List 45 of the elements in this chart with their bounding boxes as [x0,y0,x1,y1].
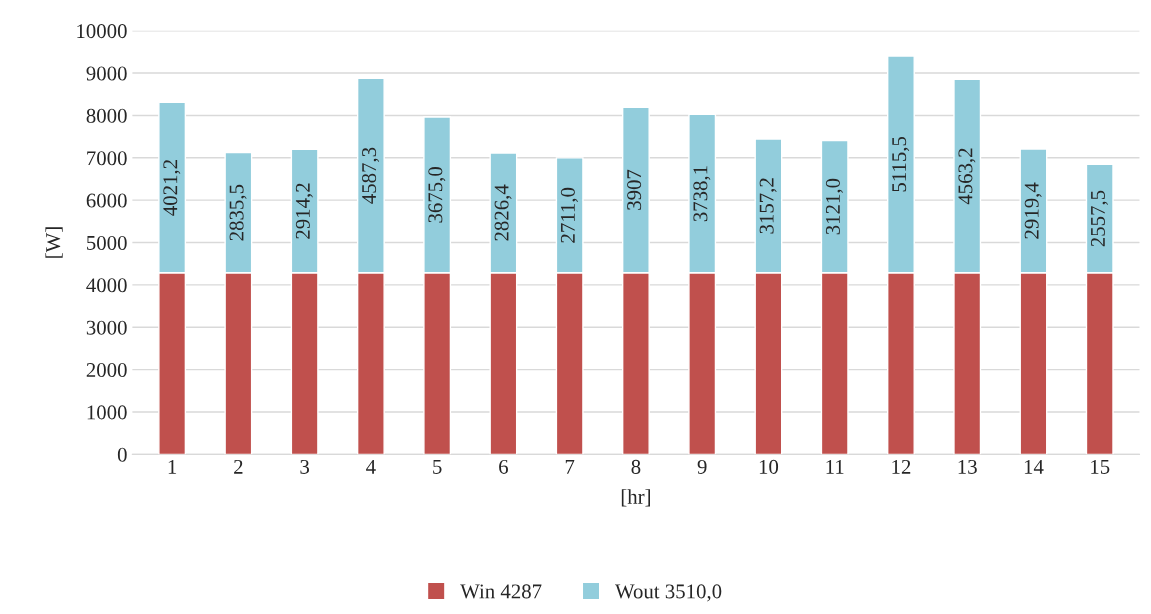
data-label: 3738,1 [693,166,711,222]
data-label: 3907 [627,169,642,210]
y-tick-label: 7000 [87,151,127,166]
legend-label: Win 4287 [460,584,542,599]
y-tick-label: 2000 [86,363,127,378]
y-tick-label: 4000 [86,278,127,293]
y-tick-label: 8000 [86,108,127,123]
x-tick-label: 15 [1091,459,1110,474]
y-tick-label: 0 [117,447,127,462]
y-tick-label: 1000 [87,405,127,420]
x-tick-label: 2 [234,459,243,474]
y-tick-label: 10000 [77,24,127,39]
y-tick-label: 6000 [86,193,127,208]
x-tick-label: 4 [366,459,376,474]
data-label: 4021,2 [163,160,181,216]
x-tick-label: 11 [826,459,844,474]
x-axis-title: [hr] [621,489,650,507]
data-label: 3675,0 [428,167,446,223]
data-label: 2557,5 [1090,190,1108,247]
data-label: 2919,4 [1024,182,1042,239]
x-tick-label: 5 [433,460,442,474]
data-label: 2835,5 [229,184,247,241]
x-tick-label: 13 [958,459,977,474]
y-axis-title: [W] [45,227,63,258]
x-tick-label: 6 [499,459,508,474]
data-label: 5115,5 [892,136,910,192]
data-label: 3157,2 [759,178,777,234]
data-label: 4563,2 [958,148,976,205]
data-label: 2711,0 [560,187,578,243]
x-tick-label: 7 [565,460,575,474]
x-tick-label: 12 [892,459,911,474]
x-tick-label: 10 [759,459,779,474]
y-tick-label: 9000 [86,66,127,81]
x-tick-label: 8 [631,459,641,474]
x-tick-label: 9 [697,459,707,474]
x-tick-label: 14 [1024,459,1044,474]
data-label: 3121,0 [825,178,843,235]
x-tick-label: 3 [300,459,310,474]
y-tick-label: 3000 [86,320,127,335]
legend-label: Wout 3510,0 [615,584,722,602]
x-tick-label: 1 [168,459,177,474]
y-tick-label: 5000 [87,235,127,250]
data-label: 4587,3 [362,147,380,204]
data-label: 2914,2 [295,183,313,239]
data-label: 2826,4 [494,184,512,241]
